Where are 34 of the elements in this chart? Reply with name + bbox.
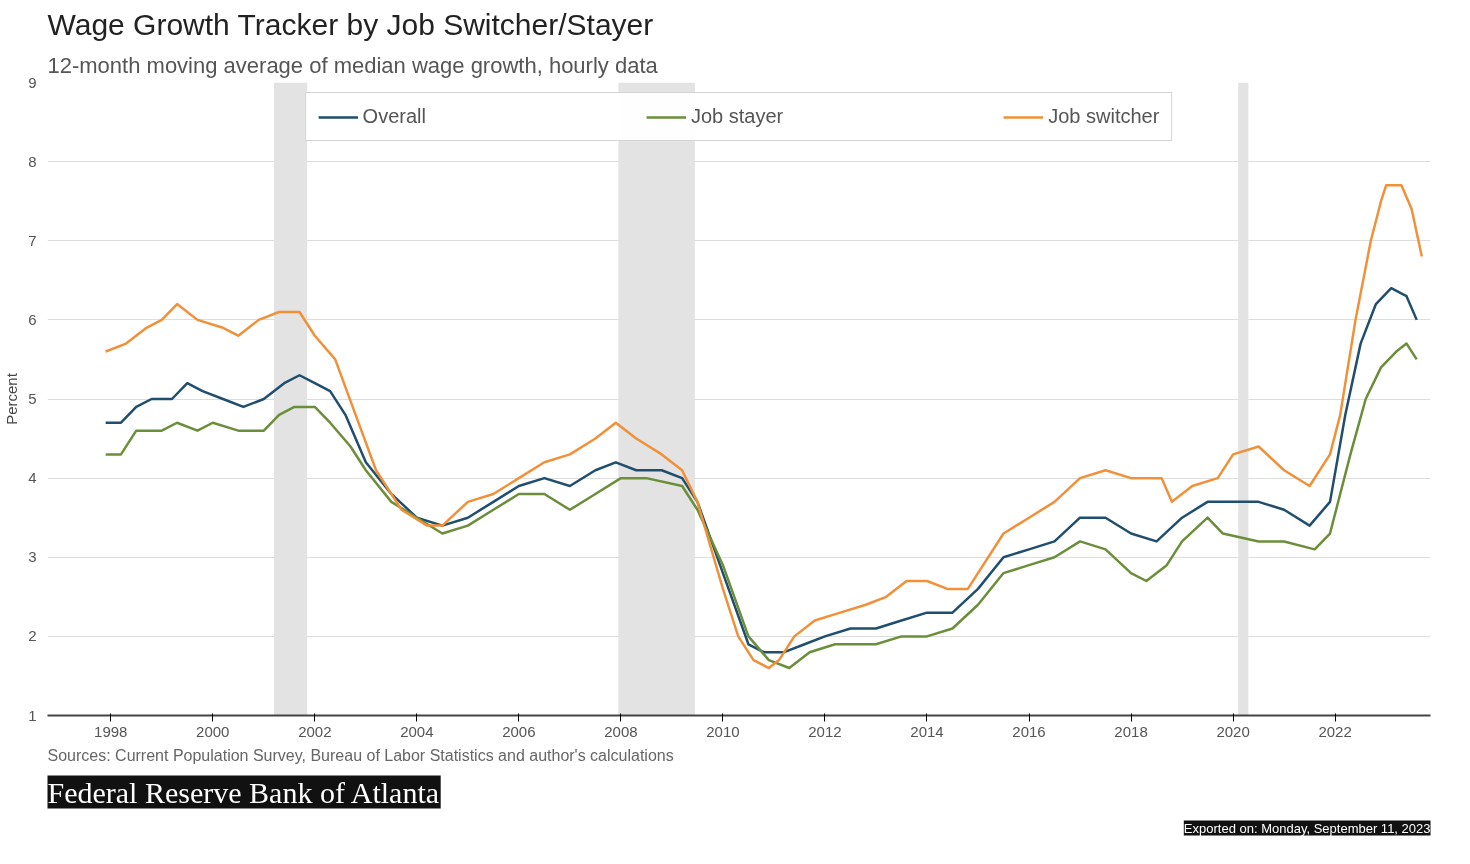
x-tick-label: 2020	[1216, 722, 1250, 740]
line-series	[104, 184, 1424, 670]
x-tick-label: 2018	[1114, 722, 1148, 740]
x-tick-label: 2004	[400, 722, 434, 740]
y-tick-label: 3	[28, 548, 37, 566]
y-axis-title: Percent	[3, 372, 21, 425]
y-tick-label: 4	[28, 469, 37, 487]
y-tick-label: 9	[28, 73, 37, 91]
chart-title: Wage Growth Tracker by Job Switcher/Stayer	[47, 7, 654, 41]
y-tick-label: 2	[28, 627, 37, 645]
y-tick-label: 8	[28, 152, 37, 170]
x-tick-label: 2014	[910, 722, 944, 740]
source-note: Sources: Current Population Survey, Bureau of Labor Statistics and author's calculations	[47, 746, 674, 764]
x-tick-label: 2016	[1012, 722, 1046, 740]
x-tick-label: 1998	[94, 722, 128, 740]
line-series	[104, 286, 1418, 654]
x-tick-label: 2006	[502, 722, 536, 740]
x-tick-label: 2000	[196, 722, 230, 740]
legend-label: Job switcher	[1048, 105, 1160, 128]
x-tick-label: 2022	[1318, 722, 1352, 740]
text: Exported on: Monday, September 11, 2023	[1183, 820, 1431, 836]
x-tick-label: 2012	[808, 722, 842, 740]
x-tick-label: 2002	[298, 722, 332, 740]
chart-subtitle: 12-month moving average of median wage growth, hourly data	[47, 52, 659, 78]
legend-label: Job stayer	[690, 105, 784, 128]
y-tick-label: 5	[28, 390, 37, 407]
y-tick-label: 7	[28, 231, 37, 249]
y-tick-label: 6	[28, 310, 37, 328]
x-tick-label: 2008	[604, 722, 638, 740]
text: Federal Reserve Bank of Atlanta	[47, 775, 440, 809]
y-tick-label: 1	[28, 706, 37, 724]
legend-label: Overall	[362, 105, 426, 128]
x-tick-label: 2010	[706, 722, 740, 740]
line-series	[104, 342, 1418, 670]
